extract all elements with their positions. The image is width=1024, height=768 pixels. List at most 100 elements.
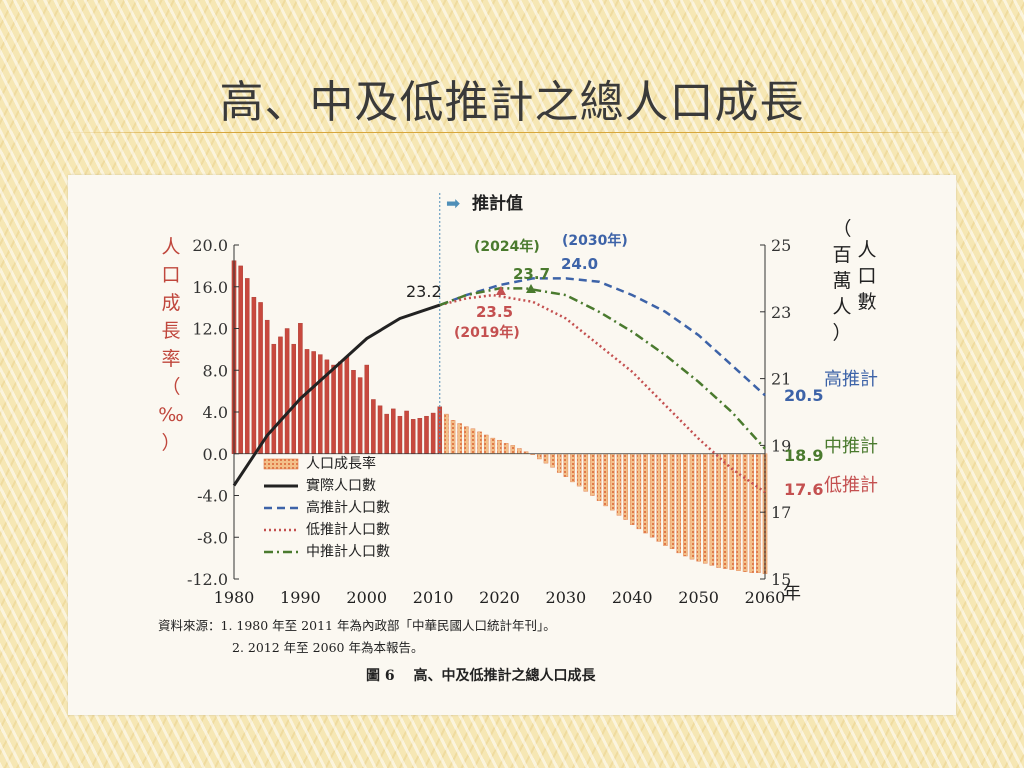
right-tick-label: 21	[771, 370, 791, 389]
growth-bar	[444, 413, 449, 454]
header-arrow: ➡	[446, 194, 460, 214]
growth-bar	[703, 453, 708, 564]
chart-scan: 20.0 16.0 12.0 8.0 4.0 0.0 -4.0 -8.0 -12.0 25 23 21…	[68, 175, 956, 715]
growth-bar	[490, 437, 496, 454]
x-tick-label: 2010	[413, 588, 454, 607]
right-tick-label: 15	[771, 570, 791, 589]
growth-bar	[543, 453, 549, 464]
growth-bar	[656, 453, 662, 542]
series-line	[232, 303, 441, 487]
growth-bar	[391, 408, 396, 454]
growth-bar	[291, 343, 296, 454]
growth-bar	[603, 453, 608, 507]
growth-bar	[245, 278, 250, 454]
right-axis-label-char: 人	[857, 239, 876, 261]
growth-bar	[716, 453, 721, 568]
growth-bar	[510, 445, 516, 454]
growth-bar	[663, 453, 668, 546]
growth-bar	[563, 453, 569, 477]
right-axis-label-char: 人	[832, 296, 851, 318]
legend-label: 高推計人口數	[306, 499, 390, 516]
growth-bar	[450, 420, 456, 454]
left-tick-label: -8.0	[197, 528, 228, 547]
growth-bar	[649, 453, 655, 538]
x-tick-label: 1980	[214, 588, 255, 607]
growth-bar	[284, 328, 290, 454]
right-axis-label-char: 口	[857, 265, 876, 287]
high-end-label: 高推計	[824, 369, 878, 390]
x-tick-label: 2040	[612, 588, 653, 607]
growth-bar	[351, 370, 356, 454]
growth-bar	[616, 453, 622, 516]
left-tick-label: 20.0	[192, 236, 228, 255]
growth-bar	[497, 439, 502, 454]
growth-bar	[311, 351, 316, 454]
growth-bar	[298, 323, 303, 454]
x-tick-label: 1990	[280, 588, 321, 607]
growth-bar	[251, 296, 257, 454]
growth-bar	[583, 453, 589, 492]
x-tick-label: 2030	[546, 588, 587, 607]
high-peak-year-label: (2030年)	[562, 232, 628, 249]
left-axis-label-char: ‰	[158, 404, 184, 426]
series-line	[439, 293, 766, 494]
left-axis-label-char: ）	[161, 432, 180, 454]
series-line	[439, 277, 766, 397]
growth-bar	[596, 453, 602, 501]
left-axis-label-char: 成	[161, 292, 180, 314]
left-axis-label-char: 長	[161, 320, 180, 342]
growth-bar	[404, 410, 409, 454]
low-peak-marker	[496, 286, 506, 295]
chart-labels: ➡ 推計值 23.2 (2030年) 24.0 (2024年) 23.7 23.5 (2019年…	[263, 193, 878, 560]
series-line	[439, 287, 766, 450]
population-lines	[232, 277, 766, 494]
growth-bar	[410, 419, 416, 454]
growth-bar	[576, 453, 582, 487]
growth-bar	[357, 377, 363, 454]
right-axis-label-char: ）	[832, 322, 851, 344]
growth-bar	[371, 399, 376, 454]
growth-bar	[337, 361, 343, 454]
right-axis-label-char: （	[832, 218, 851, 240]
x-unit-label: 年	[783, 583, 801, 604]
left-tick-label: 4.0	[203, 403, 228, 422]
x-tick-label: 2060	[745, 588, 786, 607]
population-chart: 20.0 16.0 12.0 8.0 4.0 0.0 -4.0 -8.0 -12.0 25 23 21…	[158, 193, 878, 684]
growth-bar	[517, 448, 522, 454]
axes: 20.0 16.0 12.0 8.0 4.0 0.0 -4.0 -8.0 -12.0 25 23 21…	[158, 193, 877, 607]
legend-label: 中推計人口數	[306, 544, 390, 560]
source-note-line2: 2. 2012 年至 2060 年為本報告。	[232, 640, 423, 655]
left-tick-label: 8.0	[203, 361, 228, 380]
left-tick-label: -4.0	[197, 487, 228, 506]
growth-bar	[304, 349, 310, 454]
growth-bar	[278, 336, 283, 454]
left-axis-label-char: 口	[161, 264, 180, 286]
title-divider	[60, 132, 964, 133]
legend-label: 低推計人口數	[306, 522, 390, 538]
growth-bar	[636, 453, 642, 530]
growth-bar	[477, 431, 482, 454]
growth-bar	[696, 453, 701, 562]
growth-bar	[344, 356, 350, 454]
growth-bar	[689, 453, 695, 560]
mid-end-value: 18.9	[784, 446, 823, 465]
legend-swatch-bars	[263, 458, 299, 470]
right-axis-label-char: 數	[857, 291, 876, 313]
growth-bar	[318, 354, 323, 454]
x-tick-label: 2020	[479, 588, 520, 607]
growth-bar	[722, 453, 728, 569]
left-axis-label-char: （	[161, 376, 180, 398]
growth-bar	[629, 453, 635, 525]
left-tick-label: -12.0	[187, 570, 228, 589]
left-tick-label: 12.0	[192, 320, 228, 339]
growth-bar	[377, 405, 383, 454]
growth-bar	[590, 453, 595, 496]
growth-bar	[623, 453, 628, 520]
right-tick-label: 25	[771, 236, 791, 255]
high-end-value: 20.5	[784, 386, 823, 405]
right-tick-label: 23	[771, 303, 791, 322]
growth-bar	[384, 413, 389, 454]
low-peak-label: 23.5	[476, 303, 513, 321]
left-tick-label: 16.0	[192, 278, 228, 297]
